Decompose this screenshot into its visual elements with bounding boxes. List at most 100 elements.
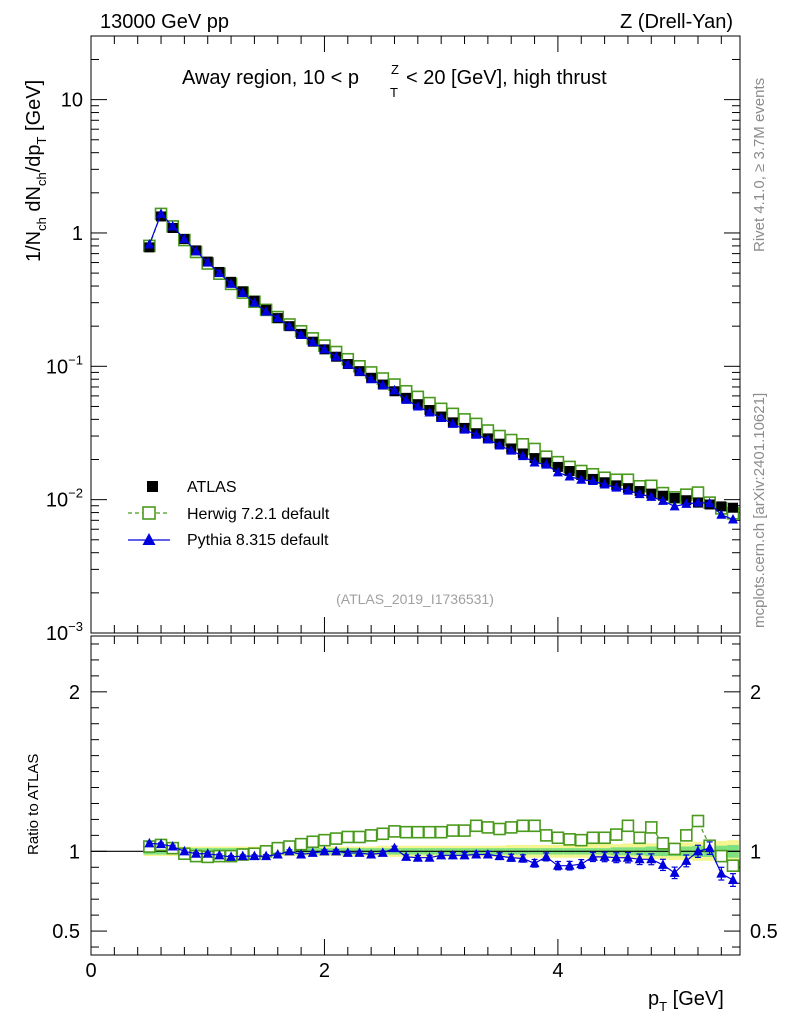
main-herwig-point (469, 417, 483, 431)
ratio-pythia-point (214, 849, 225, 860)
ratio-pythia-point (692, 845, 703, 856)
ratio-pythia-point (681, 855, 692, 865)
energy-label: 13000 GeV pp (100, 11, 229, 33)
ratio-pythia-point (506, 852, 517, 862)
ratio-pythia-point (261, 850, 272, 861)
ratio-pythia-point (541, 851, 552, 861)
legend: ATLAS Herwig 7.2.1 default Pythia 8.315 … (128, 479, 330, 549)
main-pythia-point (599, 478, 610, 489)
main-pythia-point (366, 373, 377, 384)
ratio-pythia-point (424, 852, 435, 862)
main-pythia-point (447, 418, 458, 428)
ratio-pythia-point (459, 849, 470, 860)
ratio-herwig-point (388, 825, 401, 838)
legend-pythia-marker (142, 533, 156, 545)
ratio-frame (90, 635, 741, 956)
main-herwig-series (143, 207, 740, 520)
main-herwig-point (691, 486, 705, 499)
title-subscript: T (390, 85, 398, 100)
ratio-herwig-point (306, 835, 320, 849)
main-pythia-point (587, 475, 598, 486)
main-pythia-point (307, 336, 318, 347)
main-pythia-point (272, 312, 283, 323)
ratio-pythia-point (517, 853, 528, 863)
title-suffix: < 20 [GeV], high thrust (406, 67, 607, 89)
main-pythia-point (517, 450, 528, 461)
ratio-pythia-point (471, 849, 482, 859)
legend-atlas-label: ATLAS (187, 479, 237, 496)
main-atlas-series (144, 211, 738, 513)
ratio-herwig-point (411, 825, 425, 839)
main-y-tick-label: 10 (61, 90, 83, 112)
ratio-herwig-point (434, 825, 448, 839)
ratio-pythia-point (389, 842, 400, 853)
ratio-herwig-point (528, 819, 541, 833)
ratio-herwig-point (715, 849, 728, 863)
ratio-herwig-point (598, 831, 611, 845)
main-herwig-point (516, 438, 530, 451)
ratio-herwig-point (376, 827, 390, 841)
ratio-pythia-point (552, 860, 563, 870)
x-tick-label: 4 (552, 960, 563, 982)
main-pythia-point (634, 488, 645, 499)
ratio-y-tick-label: 2 (69, 682, 80, 704)
main-pythia-point (506, 445, 517, 455)
ratio-y-tick-label: 0.5 (52, 921, 80, 943)
legend-herwig-label: Herwig 7.2.1 default (187, 506, 330, 523)
main-y-tick-label: 1 (72, 223, 83, 245)
ratio-y-tick-label-right: 0.5 (750, 921, 778, 943)
ratio-pythia-point (611, 852, 622, 862)
ratio-panel: 0.5 0.5 1 1 2 2 0 2 4 (52, 635, 778, 982)
title-prefix: Away region, 10 < p (182, 67, 359, 89)
ratio-pythia-point (144, 837, 155, 848)
main-pythia-point (657, 495, 668, 505)
ratio-y-tick-label-right: 1 (750, 841, 761, 863)
ratio-herwig-point (329, 832, 343, 845)
main-pythia-point (261, 306, 272, 316)
main-herwig-line (148, 212, 734, 514)
ratio-pythia-point (354, 847, 365, 857)
svg-text:1/Nch dNch/dpT [GeV]: 1/Nch dNch/dpT [GeV] (23, 80, 49, 262)
main-axis-ticks: 10−3 10−2 10−1 1 10 (46, 35, 740, 645)
ratio-pythia-point (331, 845, 342, 856)
ratio-herwig-point (423, 825, 436, 839)
main-pythia-point (284, 320, 295, 331)
ratio-pythia-point (191, 848, 202, 858)
title-superscript: Z (391, 62, 399, 77)
ratio-herwig-point (341, 830, 355, 844)
main-pythia-point (412, 400, 423, 411)
x-axis-title: pT [GeV] (648, 988, 724, 1014)
ratio-herwig-point (586, 831, 600, 845)
main-pythia-point (459, 424, 470, 434)
ratio-herwig-point (680, 829, 693, 842)
main-pythia-point (564, 471, 575, 481)
ratio-pythia-series (144, 837, 738, 888)
main-pythia-point (179, 233, 190, 244)
ratio-pythia-point (179, 845, 190, 856)
main-y-tick-label: 10−2 (46, 486, 83, 512)
main-y-tick-label: 10−3 (46, 619, 83, 645)
main-pythia-point (191, 245, 202, 256)
ratio-pythia-point (377, 847, 388, 857)
ratio-herwig-point (318, 833, 331, 847)
main-pythia-point (576, 474, 587, 484)
x-tick-label: 0 (85, 960, 96, 982)
ratio-herwig-point (726, 859, 740, 872)
ratio-y-tick-label-right: 2 (750, 682, 761, 704)
main-pythia-point (529, 456, 540, 467)
ratio-herwig-point (399, 825, 413, 839)
ratio-pythia-point (412, 852, 423, 862)
main-frame (90, 35, 741, 634)
main-panel: 10−3 10−2 10−1 1 10 (46, 35, 741, 645)
ratio-herwig-point (668, 842, 681, 856)
ratio-pythia-point (622, 852, 633, 862)
ratio-herwig-point (364, 829, 378, 842)
ratio-herwig-point (446, 824, 460, 837)
main-y-tick-label: 10−1 (46, 352, 83, 378)
ratio-herwig-point (353, 830, 366, 844)
ratio-herwig-point (551, 831, 565, 845)
main-pythia-point (389, 384, 400, 395)
ratio-herwig-point (481, 821, 495, 834)
main-pythia-point (226, 278, 237, 288)
main-atlas-point (669, 492, 680, 503)
